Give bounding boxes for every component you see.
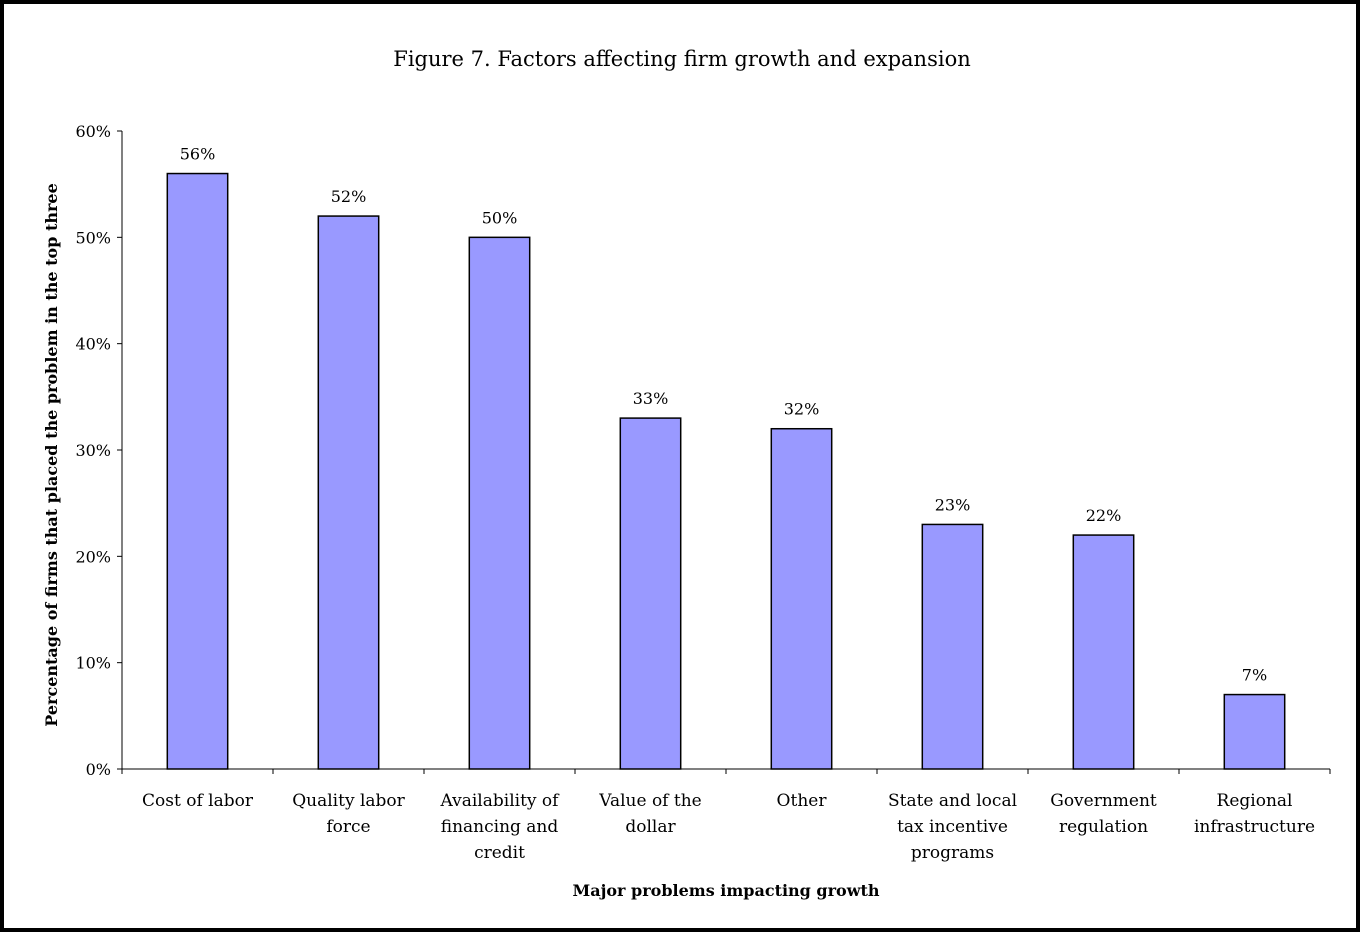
category-label: Other [777,791,828,811]
y-tick-label: 0% [86,760,111,779]
data-label: 50% [482,208,518,227]
data-label: 23% [935,495,971,514]
category-label: Cost of labor [142,791,254,811]
bar [921,523,984,770]
category-label: Regional infrastructure [1194,791,1315,837]
data-label: 22% [1086,506,1122,525]
bars [166,172,1286,770]
data-label: 52% [331,187,367,206]
y-tick-label: 30% [75,441,111,460]
data-label: 7% [1242,666,1267,685]
category-labels: Cost of labor Quality labor force Availabil… [142,791,1315,863]
category-label: Availability of financing and credit [440,791,561,863]
y-tick-label: 40% [75,335,111,354]
x-axis-title: Major problems impacting growth [572,881,879,900]
y-axis: 0% 10% 20% 30% 40% 50% 60% [75,122,123,779]
bar [770,427,833,770]
bar [468,236,531,770]
y-tick-label: 10% [75,654,111,673]
y-tick-label: 50% [75,228,111,247]
category-label: State and local tax incentive programs [888,791,1017,863]
category-label: Value of the dollar [598,791,701,837]
bar [166,172,229,770]
y-axis-title: Percentage of firms that placed the prob… [42,183,61,727]
y-tick-label: 20% [75,547,111,566]
bar [317,215,380,770]
bar-chart: Figure 7. Factors affecting firm growth … [42,47,1331,900]
data-labels: 56% 52% 50% 33% 32% 23% 22% 7% [180,145,1267,685]
category-label: Quality labor force [292,791,405,837]
data-label: 32% [784,400,820,419]
chart-title: Figure 7. Factors affecting firm growth … [393,47,971,71]
bar [1072,534,1135,770]
data-label: 56% [180,145,216,164]
x-axis [121,768,1331,774]
bar [1223,693,1286,770]
y-tick-label: 60% [75,122,111,141]
category-label: Government regulation [1050,791,1157,837]
data-label: 33% [633,389,669,408]
bar [619,417,682,770]
